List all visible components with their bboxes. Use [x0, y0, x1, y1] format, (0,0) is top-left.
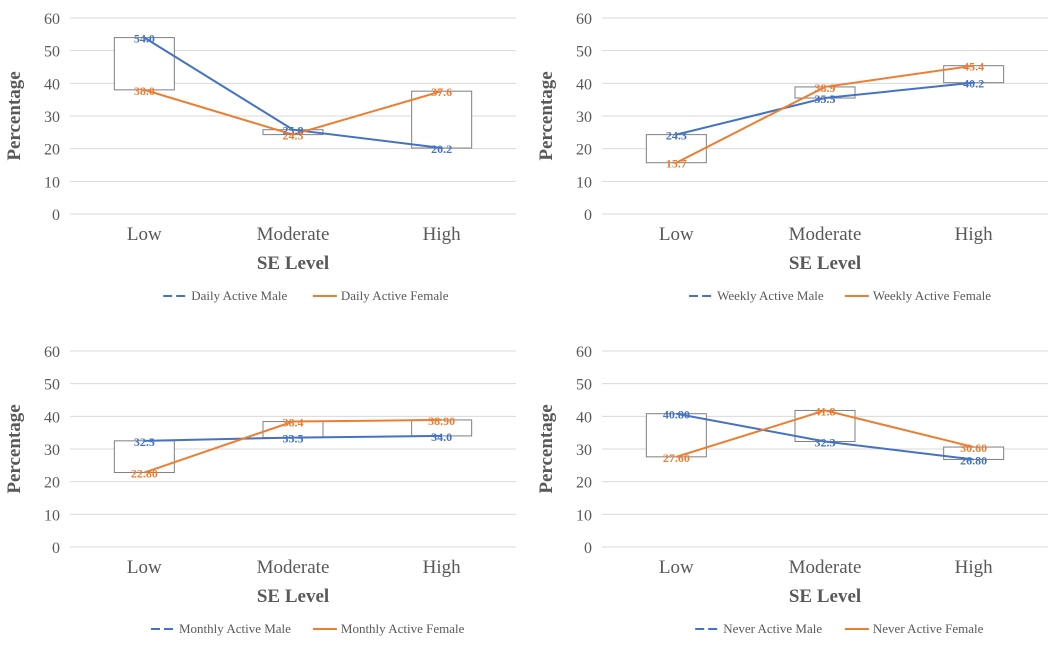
y-tick-label: 0 [52, 207, 60, 224]
x-axis-title: SE Level [257, 253, 329, 274]
y-tick-label: 0 [52, 540, 60, 557]
y-tick-label: 60 [576, 11, 592, 28]
x-tick-label-moderate: Moderate [789, 557, 862, 578]
data-label-never-active-male-moderate: 32.3 [815, 435, 836, 449]
chart-panel-monthly: 0 10 20 30 40 50 60 Low Moderate High SE Level Perc… [0, 333, 520, 651]
data-label-monthly-active-male-low: 32.5 [134, 435, 155, 449]
y-tick-label: 30 [44, 109, 60, 126]
legend-entry-weekly-active-male: Weekly Active Male [717, 288, 824, 303]
series-line-weekly-active-male [676, 81, 974, 136]
legend-entry-monthly-active-female: Monthly Active Female [341, 621, 465, 636]
x-tick-label-low: Low [127, 224, 162, 245]
y-tick-label: 10 [44, 507, 60, 524]
data-label-never-active-female-high: 30.60 [960, 441, 987, 455]
chart-panel-never: 0 10 20 30 40 50 60 Low Moderate High SE Level Perc… [532, 333, 1052, 651]
data-label-daily-active-male-high: 20.2 [431, 142, 452, 156]
y-tick-label: 40 [44, 409, 60, 426]
data-label-monthly-active-female-moderate: 38.4 [283, 416, 304, 430]
x-tick-label-low: Low [127, 557, 162, 578]
y-axis-title: Percentage [4, 404, 25, 493]
y-tick-label: 60 [44, 344, 60, 361]
data-label-monthly-active-female-low: 22.80 [131, 467, 158, 481]
chart-monthly: 0 10 20 30 40 50 60 Low Moderate High SE Level Perc… [4, 344, 516, 636]
data-label-never-active-male-high: 26.80 [960, 453, 987, 467]
data-label-weekly-active-female-high: 45.4 [963, 60, 984, 74]
y-axis-title: Percentage [536, 404, 557, 493]
legend-entry-weekly-active-female: Weekly Active Female [873, 288, 991, 303]
x-tick-label-high: High [423, 224, 462, 245]
high-low-box-high [411, 90, 473, 149]
data-label-never-active-female-low: 27.60 [663, 451, 690, 465]
y-axis-title: Percentage [4, 71, 25, 160]
series-line-weekly-active-female [675, 64, 974, 164]
y-tick-label: 40 [576, 409, 592, 426]
y-tick-label: 30 [576, 442, 592, 459]
x-axis-title: SE Level [789, 253, 861, 274]
data-label-daily-active-female-moderate: 24.3 [283, 129, 304, 143]
chart-panel-daily: 0 10 20 30 40 50 60 Low Moderate High SE Level Perc… [0, 0, 520, 318]
series-line-daily-active-male [143, 36, 442, 150]
x-axis-title: SE Level [789, 586, 861, 607]
data-label-never-active-male-low: 40.80 [663, 408, 690, 422]
y-tick-label: 50 [576, 377, 592, 394]
y-tick-label: 20 [44, 142, 60, 159]
x-tick-label-high: High [955, 224, 994, 245]
data-label-daily-active-male-low: 54.0 [134, 32, 155, 46]
y-tick-label: 30 [576, 109, 592, 126]
x-tick-label-low: Low [659, 557, 694, 578]
y-tick-label: 20 [44, 475, 60, 492]
chart-never: 0 10 20 30 40 50 60 Low Moderate High SE Level Perc… [536, 344, 1048, 636]
legend-entry-monthly-active-male: Monthly Active Male [179, 621, 291, 636]
y-axis-title: Percentage [536, 71, 557, 160]
y-tick-label: 60 [44, 11, 60, 28]
series-line-monthly-active-male [144, 434, 442, 442]
legend-entry-daily-active-male: Daily Active Male [191, 288, 287, 303]
y-tick-label: 20 [576, 475, 592, 492]
y-tick-label: 40 [44, 76, 60, 93]
data-label-monthly-active-female-high: 38.90 [428, 414, 455, 428]
series-line-never-active-male [676, 412, 974, 461]
y-tick-label: 60 [576, 344, 592, 361]
data-label-weekly-active-male-low: 24.3 [666, 129, 687, 143]
x-tick-label-low: Low [659, 224, 694, 245]
data-label-monthly-active-male-moderate: 33.5 [283, 432, 304, 446]
data-label-never-active-female-moderate: 41.8 [815, 404, 836, 418]
x-tick-label-moderate: Moderate [257, 557, 330, 578]
data-label-weekly-active-male-high: 40.2 [963, 77, 984, 91]
series-line-daily-active-female [144, 88, 442, 136]
y-tick-label: 20 [576, 142, 592, 159]
x-tick-label-high: High [423, 557, 462, 578]
x-tick-label-moderate: Moderate [257, 224, 330, 245]
legend-entry-never-active-male: Never Active Male [723, 621, 822, 636]
x-tick-label-moderate: Moderate [789, 224, 862, 245]
x-tick-label-high: High [955, 557, 994, 578]
y-tick-label: 40 [576, 76, 592, 93]
series-line-never-active-female [676, 409, 974, 458]
y-tick-label: 30 [44, 442, 60, 459]
y-tick-label: 50 [44, 377, 60, 394]
data-label-monthly-active-male-high: 34.0 [431, 430, 452, 444]
data-label-weekly-active-female-low: 15.7 [666, 157, 687, 171]
x-axis-title: SE Level [257, 586, 329, 607]
legend-entry-daily-active-female: Daily Active Female [341, 288, 449, 303]
y-tick-label: 50 [44, 44, 60, 61]
y-tick-label: 0 [584, 207, 592, 224]
series-line-monthly-active-female [144, 418, 442, 474]
chart-weekly: 0 10 20 30 40 50 60 Low Moderate High SE Level Perc… [536, 11, 1048, 303]
legend-entry-never-active-female: Never Active Female [873, 621, 984, 636]
y-tick-label: 10 [576, 507, 592, 524]
data-label-weekly-active-female-moderate: 38.9 [815, 81, 836, 95]
chart-daily: 0 10 20 30 40 50 60 Low Moderate High SE Level Perc… [4, 11, 516, 303]
data-label-weekly-active-male-moderate: 35.5 [815, 92, 836, 106]
y-tick-label: 0 [584, 540, 592, 557]
data-label-daily-active-male-moderate: 25.8 [283, 124, 304, 138]
y-tick-label: 10 [44, 174, 60, 191]
chart-panel-weekly: 0 10 20 30 40 50 60 Low Moderate High SE Level Perc… [532, 0, 1052, 318]
data-label-daily-active-female-high: 37.6 [431, 85, 452, 99]
y-tick-label: 50 [576, 44, 592, 61]
y-tick-label: 10 [576, 174, 592, 191]
data-label-daily-active-female-low: 38.0 [134, 84, 155, 98]
high-low-box-low [645, 134, 707, 164]
